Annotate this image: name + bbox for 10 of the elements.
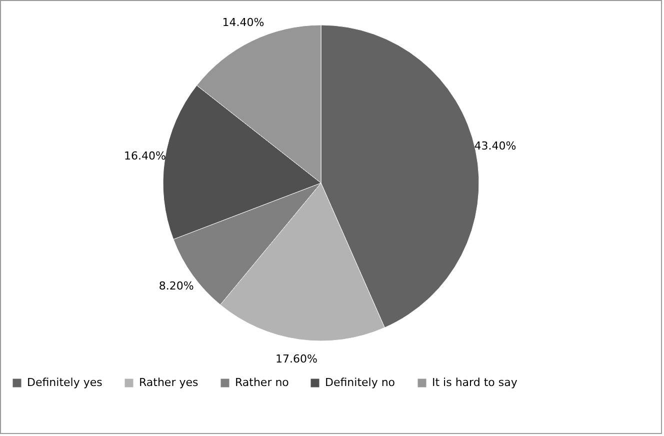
- data-label: 16.40%: [124, 149, 166, 162]
- legend-label: Rather yes: [139, 376, 198, 389]
- legend-label: It is hard to say: [432, 376, 518, 389]
- data-label: 8.20%: [158, 280, 194, 293]
- legend-label: Definitely yes: [27, 376, 103, 389]
- data-label: 17.60%: [275, 352, 318, 366]
- data-label: 43.40%: [474, 139, 516, 152]
- legend-label: Rather no: [235, 376, 290, 389]
- legend-label: Definitely no: [325, 376, 396, 389]
- data-label: 14.40%: [222, 16, 264, 29]
